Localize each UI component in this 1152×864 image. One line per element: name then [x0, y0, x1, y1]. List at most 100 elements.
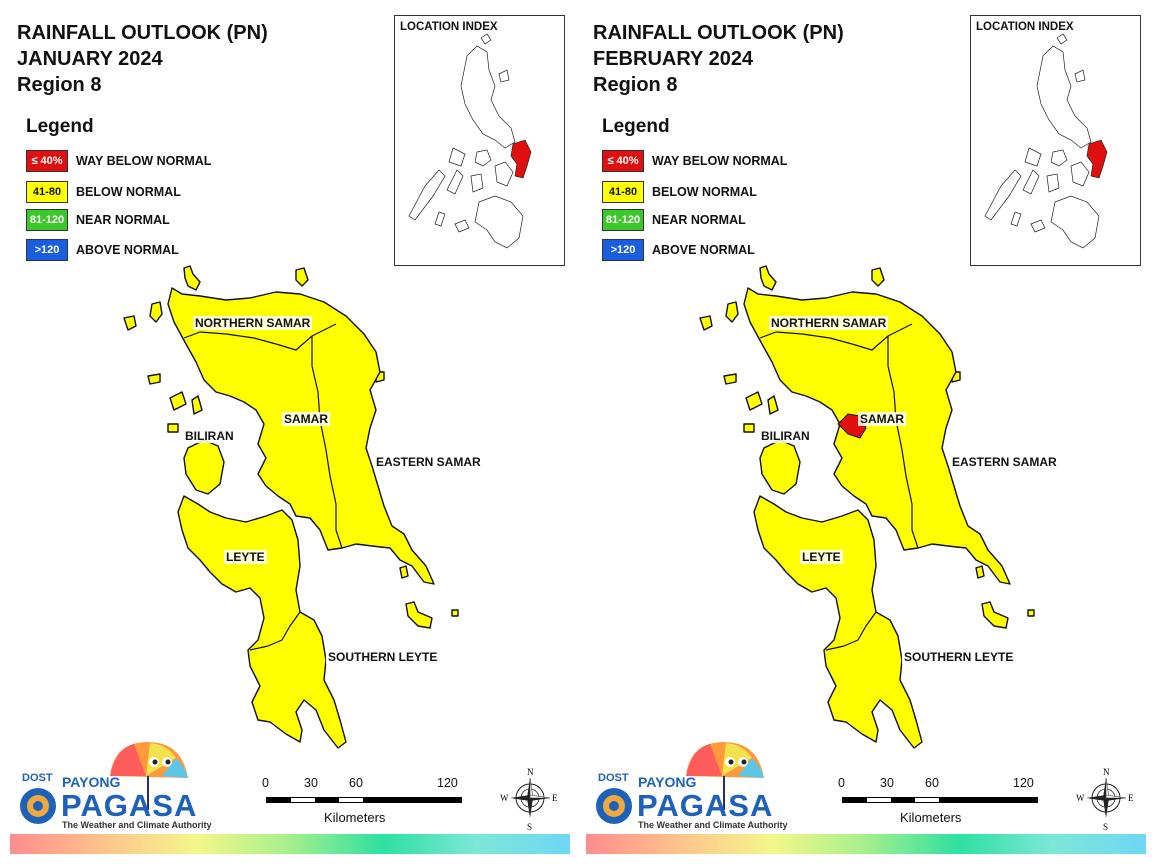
province-label-southern-leyte: SOUTHERN LEYTE	[326, 650, 440, 664]
province-label-northern-samar: NORTHERN SAMAR	[193, 316, 313, 330]
scale-bar: 0 30 60 120 Kilometers	[262, 776, 472, 836]
compass-s: S	[1103, 822, 1108, 832]
compass-w: W	[500, 793, 509, 803]
logo-dost: DOST	[598, 772, 629, 784]
island	[699, 315, 713, 331]
island	[871, 267, 885, 287]
location-index-title: LOCATION INDEX	[400, 21, 498, 33]
legend-swatch: >120	[26, 239, 68, 261]
legend-swatch: ≤ 40%	[26, 150, 68, 172]
province-label-samar: SAMAR	[282, 412, 330, 426]
biliran-shape	[183, 439, 225, 495]
compass-e: E	[552, 793, 558, 803]
island	[183, 265, 201, 291]
region-8-map	[699, 265, 1035, 749]
legend-label: BELOW NORMAL	[76, 185, 181, 199]
island	[295, 267, 309, 287]
title-line-3: Region 8	[17, 74, 102, 96]
island	[147, 373, 161, 385]
title-line-2: FEBRUARY 2024	[593, 48, 754, 70]
legend-heading: Legend	[26, 116, 94, 137]
island	[745, 391, 763, 411]
title-line-3: Region 8	[593, 74, 678, 96]
region-8-highlight	[1086, 139, 1108, 179]
scale-tick: 60	[925, 776, 939, 790]
logo-payong: PAYONG	[62, 774, 121, 790]
leyte-island-shape	[753, 495, 923, 749]
logo-payong: PAYONG	[638, 774, 697, 790]
province-label-northern-samar: NORTHERN SAMAR	[769, 316, 889, 330]
island	[399, 565, 409, 579]
philippines-outline-map	[408, 33, 532, 249]
province-label-samar: SAMAR	[858, 412, 906, 426]
scale-tick: 120	[437, 776, 458, 790]
pagasa-logo: DOST PAYONG PAGASA The Weather and Clima…	[592, 740, 788, 832]
island	[725, 301, 739, 323]
legend-swatch: 41-80	[26, 181, 68, 203]
island	[981, 601, 1009, 629]
island	[759, 265, 777, 291]
legend-label: WAY BELOW NORMAL	[652, 154, 788, 168]
island	[169, 391, 187, 411]
island	[167, 423, 179, 433]
umbrella-logo-icon	[20, 742, 188, 824]
legend-swatch: 81-120	[26, 209, 68, 231]
scale-tick: 30	[880, 776, 894, 790]
island	[723, 373, 737, 385]
legend-label: BELOW NORMAL	[652, 185, 757, 199]
legend-label: WAY BELOW NORMAL	[76, 154, 212, 168]
province-label-biliran: BILIRAN	[759, 429, 812, 443]
umbrella-logo-icon	[596, 742, 764, 824]
title-line-2: JANUARY 2024	[17, 48, 163, 70]
region-8-map	[123, 265, 459, 749]
province-label-eastern-samar: EASTERN SAMAR	[374, 455, 483, 469]
title-line-1: RAINFALL OUTLOOK (PN)	[17, 22, 268, 44]
island	[743, 423, 755, 433]
province-label-eastern-samar: EASTERN SAMAR	[950, 455, 1059, 469]
legend-label: ABOVE NORMAL	[652, 243, 755, 257]
island	[975, 565, 985, 579]
island	[191, 395, 203, 415]
north-arrow-compass-icon: N S E W	[1076, 767, 1134, 832]
scale-unit: Kilometers	[324, 810, 386, 825]
scale-bar: 0 30 60 120 Kilometers	[838, 776, 1048, 836]
logo-tagline: The Weather and Climate Authority	[638, 820, 788, 830]
compass-w: W	[1076, 793, 1085, 803]
scale-tick: 0	[838, 776, 845, 790]
province-label-leyte: LEYTE	[800, 550, 843, 564]
legend-label: ABOVE NORMAL	[76, 243, 179, 257]
legend-swatch: ≤ 40%	[602, 150, 644, 172]
province-label-leyte: LEYTE	[224, 550, 267, 564]
island	[1027, 609, 1035, 617]
island	[767, 395, 779, 415]
scale-bar-graphic	[842, 797, 1038, 803]
legend-swatch: 81-120	[602, 209, 644, 231]
scale-unit: Kilometers	[900, 810, 962, 825]
title-line-1: RAINFALL OUTLOOK (PN)	[593, 22, 844, 44]
legend-swatch: >120	[602, 239, 644, 261]
outlook-panel: RAINFALL OUTLOOK (PN) JANUARY 2024 Regio…	[10, 15, 570, 854]
logo-tagline: The Weather and Climate Authority	[62, 820, 212, 830]
samar-island-shape	[167, 287, 435, 585]
location-index-inset: LOCATION INDEX	[394, 15, 565, 266]
leyte-island-shape	[177, 495, 347, 749]
legend-heading: Legend	[602, 116, 670, 137]
decorative-gradient-bar	[10, 834, 570, 854]
scale-tick: 60	[349, 776, 363, 790]
legend-swatch: 41-80	[602, 181, 644, 203]
logo-pagasa: PAGASA	[61, 788, 198, 823]
compass-n: N	[527, 767, 534, 777]
island	[405, 601, 433, 629]
compass-e: E	[1128, 793, 1134, 803]
map-title: RAINFALL OUTLOOK (PN) FEBRUARY 2024 Regi…	[593, 20, 844, 98]
logo-dost: DOST	[22, 772, 53, 784]
philippines-outline-map	[984, 33, 1108, 249]
map-title: RAINFALL OUTLOOK (PN) JANUARY 2024 Regio…	[17, 20, 268, 98]
island	[451, 609, 459, 617]
province-label-biliran: BILIRAN	[183, 429, 236, 443]
legend-label: NEAR NORMAL	[652, 213, 746, 227]
pagasa-logo: DOST PAYONG PAGASA The Weather and Clima…	[16, 740, 212, 832]
region-8-highlight	[510, 139, 532, 179]
outlook-panel: RAINFALL OUTLOOK (PN) FEBRUARY 2024 Regi…	[576, 0, 1152, 864]
decorative-gradient-bar	[586, 834, 1146, 854]
